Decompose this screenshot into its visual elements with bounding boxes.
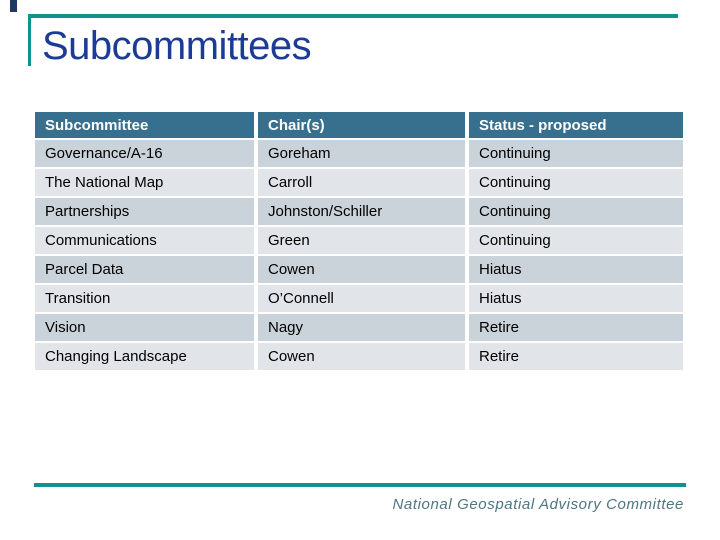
table-row: Vision Nagy Retire <box>35 314 683 341</box>
cell-chair: Carroll <box>258 169 465 196</box>
cell-status: Hiatus <box>469 285 683 312</box>
table-row: Partnerships Johnston/Schiller Continuin… <box>35 198 683 225</box>
cell-chair: O’Connell <box>258 285 465 312</box>
table-row: Governance/A-16 Goreham Continuing <box>35 140 683 167</box>
cell-subcommittee: Communications <box>35 227 254 254</box>
cell-subcommittee: The National Map <box>35 169 254 196</box>
table-row: Parcel Data Cowen Hiatus <box>35 256 683 283</box>
page-title: Subcommittees <box>42 24 312 68</box>
cell-status: Retire <box>469 314 683 341</box>
header-cell-subcommittee: Subcommittee <box>35 112 254 138</box>
corner-accent-square <box>10 0 17 12</box>
header-cell-status: Status - proposed <box>469 112 683 138</box>
table-row: Changing Landscape Cowen Retire <box>35 343 683 370</box>
cell-chair: Cowen <box>258 256 465 283</box>
table-row: Communications Green Continuing <box>35 227 683 254</box>
cell-subcommittee: Parcel Data <box>35 256 254 283</box>
cell-subcommittee: Partnerships <box>35 198 254 225</box>
cell-chair: Cowen <box>258 343 465 370</box>
cell-status: Continuing <box>469 227 683 254</box>
table-row: Transition O’Connell Hiatus <box>35 285 683 312</box>
left-accent-rule <box>28 14 31 66</box>
cell-status: Hiatus <box>469 256 683 283</box>
footer-credit: National Geospatial Advisory Committee <box>392 496 684 513</box>
cell-subcommittee: Governance/A-16 <box>35 140 254 167</box>
cell-status: Continuing <box>469 198 683 225</box>
table-header-row: Subcommittee Chair(s) Status - proposed <box>35 112 683 138</box>
top-accent-rule <box>28 14 678 18</box>
subcommittees-table: Subcommittee Chair(s) Status - proposed … <box>35 112 683 372</box>
cell-subcommittee: Vision <box>35 314 254 341</box>
cell-status: Continuing <box>469 140 683 167</box>
cell-status: Retire <box>469 343 683 370</box>
cell-chair: Johnston/Schiller <box>258 198 465 225</box>
header-cell-chairs: Chair(s) <box>258 112 465 138</box>
cell-subcommittee: Transition <box>35 285 254 312</box>
cell-chair: Goreham <box>258 140 465 167</box>
cell-status: Continuing <box>469 169 683 196</box>
table-row: The National Map Carroll Continuing <box>35 169 683 196</box>
cell-subcommittee: Changing Landscape <box>35 343 254 370</box>
bottom-accent-rule <box>34 483 686 487</box>
cell-chair: Nagy <box>258 314 465 341</box>
cell-chair: Green <box>258 227 465 254</box>
